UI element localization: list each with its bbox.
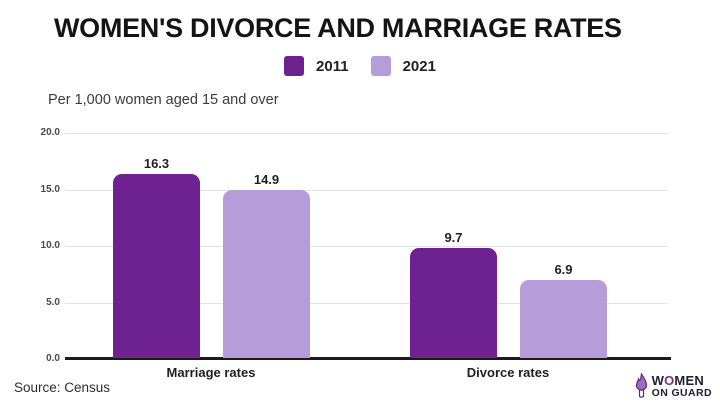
gridline-5.0 <box>65 302 668 304</box>
gridline-15.0 <box>65 189 668 191</box>
logo-line-women: WOMEN <box>651 372 704 388</box>
y-tick-label-5.0: 5.0 <box>46 296 60 308</box>
gridline-10.0 <box>65 246 668 247</box>
legend-label-2011: 2011 <box>316 57 349 75</box>
women-on-guard-hand-icon <box>634 371 649 399</box>
source-note: Source: Census <box>14 380 111 395</box>
bar-2021-divorce-rates <box>520 280 607 358</box>
bar-2021-marriage-rates <box>223 189 310 358</box>
x-axis-line <box>65 357 671 360</box>
bar-value-label-2021-divorce-rates: 6.9 <box>554 262 573 278</box>
y-tick-label-20.0: 20.0 <box>40 127 60 138</box>
bar-value-label-2011-divorce-rates: 9.7 <box>444 230 463 246</box>
gridline-20.0 <box>65 133 668 134</box>
bar-2011-divorce-rates <box>410 248 497 358</box>
category-label-marriage-rates: Marriage rates <box>166 365 256 380</box>
chart-legend: 2011 2021 <box>0 56 720 76</box>
legend-swatch-2011 <box>284 56 305 76</box>
legend-swatch-2021 <box>370 56 391 76</box>
chart-title: WOMEN'S DIVORCE AND MARRIAGE RATES <box>54 13 622 43</box>
category-label-divorce-rates: Divorce rates <box>466 365 550 380</box>
y-tick-label-10.0: 10.0 <box>40 240 60 251</box>
logo-text: WOMEN ON GUARD <box>652 374 712 399</box>
bar-value-label-2011-marriage-rates: 16.3 <box>143 155 170 171</box>
bar-chart-plot-area: 0.0 5.0 10.0 15.0 20.0 16.3 14.9 Marriage rates… <box>41 127 671 380</box>
logo-line-on-guard: ON GUARD <box>651 386 712 399</box>
bar-2011-marriage-rates <box>113 173 200 358</box>
legend-item-2021: 2021 <box>370 56 436 76</box>
logo-o-symbol: O <box>664 372 675 388</box>
y-tick-label-15.0: 15.0 <box>40 183 60 195</box>
legend-label-2021: 2021 <box>402 57 436 75</box>
chart-subtitle: Per 1,000 women aged 15 and over <box>48 92 279 108</box>
y-tick-label-0.0: 0.0 <box>46 353 60 364</box>
bar-value-label-2021-marriage-rates: 14.9 <box>253 171 280 187</box>
legend-item-2011: 2011 <box>284 56 349 76</box>
women-on-guard-logo: WOMEN ON GUARD <box>634 371 712 399</box>
